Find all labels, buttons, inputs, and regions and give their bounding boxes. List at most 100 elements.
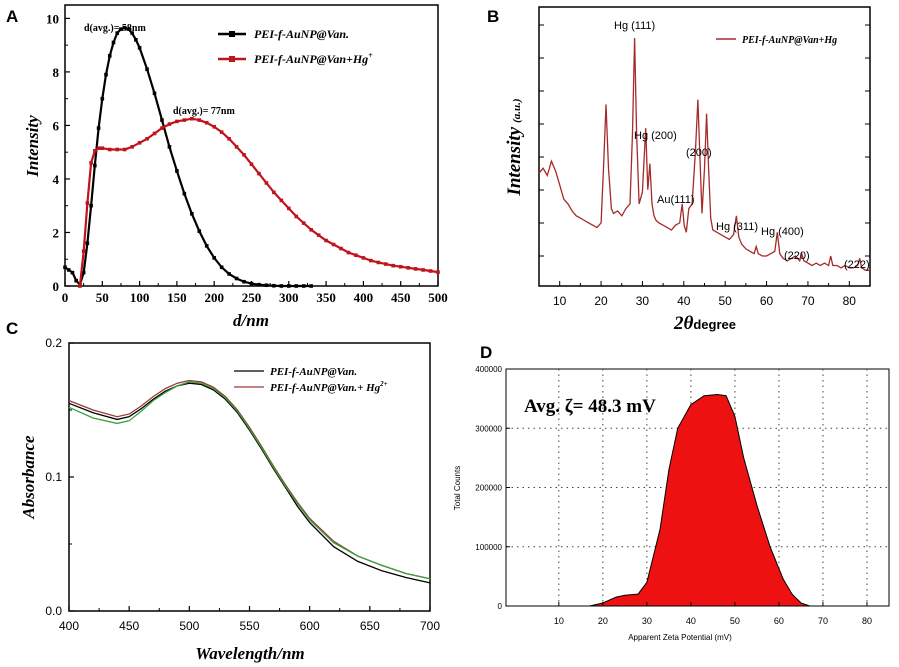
panel-a-point	[294, 214, 299, 219]
panel-a-point	[197, 118, 202, 122]
panel-c-spectrum-3	[68, 381, 431, 580]
panel-a-point	[316, 233, 321, 237]
panel-a-point	[369, 258, 373, 263]
panel-a-point	[107, 54, 112, 58]
panel-label-b: B	[487, 7, 499, 26]
panel-a-point	[152, 131, 157, 136]
panel-c-xtick-label: 550	[239, 619, 259, 633]
panel-a-xtick-label: 400	[354, 290, 374, 305]
panel-a-dls-chart: 0 50 100 150 200 250 300 350 400 450 500 0 2 4 6 8 10 d…	[23, 4, 448, 330]
panel-a-point	[85, 201, 90, 205]
panel-a-point	[63, 265, 67, 270]
panel-c-spectrum-1	[68, 382, 431, 584]
panel-a-point	[249, 281, 254, 286]
panel-a-ytick-label: 6	[53, 118, 60, 133]
panel-a-point	[346, 250, 351, 255]
panel-a-ylabel: Intensity	[23, 115, 42, 178]
panel-a-point	[204, 244, 209, 248]
panel-b-xlabel: 2θdegree	[673, 313, 736, 334]
panel-a-point	[219, 265, 224, 270]
panel-a-point	[175, 119, 179, 124]
panel-a-point	[249, 162, 254, 167]
panel-b-xtick-label: 30	[636, 294, 650, 308]
panel-b-xtick-label: 20	[594, 294, 608, 308]
panel-d-zeta-chart: 10 20 30 40 50 60 70 80 0 100000 200000 300000 4000…	[453, 365, 890, 642]
panel-a-series-line-2	[78, 117, 439, 287]
panel-a-ytick-label: 4	[53, 172, 60, 187]
panel-d-ytick-label: 200000	[475, 484, 502, 493]
peak-label-222: (222)	[844, 259, 870, 271]
panel-d-xtick-label: 20	[598, 616, 608, 626]
legend-c-label-2-sup: 2+	[379, 380, 388, 388]
panel-d-ytick-label: 300000	[475, 424, 502, 433]
panel-b-xrd-chart: 10 20 30 40 50 60 70 80 PEI-f-AuNP@Van+Hg Hg (1…	[504, 6, 871, 334]
panel-a-point	[406, 266, 410, 270]
panel-b-xtick-label: 40	[677, 294, 691, 308]
panel-a-point	[391, 263, 396, 268]
panel-a-point	[115, 31, 120, 35]
panel-b-xtick-label: 60	[760, 294, 774, 308]
panel-d-xtick-label: 60	[774, 616, 784, 626]
panel-a-point	[279, 198, 284, 203]
panel-a-point	[279, 284, 284, 288]
panel-a-point	[190, 211, 194, 216]
panel-a-point	[96, 146, 101, 150]
panel-a-point	[160, 126, 164, 130]
panel-a-point	[421, 268, 425, 272]
panel-b-xtick-label: 50	[719, 294, 733, 308]
panel-a-point	[107, 147, 112, 152]
panel-a-point	[227, 137, 231, 141]
panel-a-point	[212, 256, 216, 260]
panel-a-point	[85, 241, 90, 245]
panel-a-point	[272, 190, 276, 195]
panel-c-xtick-label: 650	[360, 619, 380, 633]
panel-a-point	[436, 270, 440, 274]
panel-c-spectrum-2	[68, 379, 431, 580]
panel-c-xtick-label: 700	[420, 619, 440, 633]
panel-a-point	[309, 284, 313, 288]
panel-a-point	[257, 171, 261, 176]
peak-label-200: (200)	[686, 147, 712, 159]
panel-a-point	[204, 120, 209, 125]
panel-d-ytick-label: 100000	[475, 543, 502, 552]
panel-a-point	[354, 253, 358, 258]
panel-a-point	[182, 191, 187, 196]
panel-a-point	[234, 145, 239, 149]
panel-a-point	[167, 145, 172, 149]
panel-a-point	[81, 249, 86, 254]
panel-a-point	[309, 228, 313, 232]
panel-a-point	[212, 124, 216, 129]
panel-a-ytick-label: 10	[46, 11, 59, 26]
panel-d-xtick-label: 30	[642, 616, 652, 626]
peak-label-hg-111: Hg (111)	[614, 20, 655, 32]
panel-a-point	[145, 67, 149, 72]
panel-c-ytick-label: 0.0	[45, 604, 62, 618]
panel-c-xlabel: Wavelength/nm	[195, 644, 304, 663]
panel-a-ytick-label: 0	[53, 279, 60, 294]
panel-a-point	[122, 147, 127, 152]
panel-a-point	[89, 203, 93, 208]
panel-c-ytick-label: 0.1	[45, 470, 62, 484]
panel-b-ylabel: Intensity(a.u.)	[504, 98, 525, 196]
panel-a-point	[272, 283, 276, 288]
panel-a-point	[242, 153, 246, 157]
panel-a-point	[137, 141, 142, 145]
panel-a-xtick-label: 200	[204, 290, 224, 305]
panel-a-point	[130, 31, 134, 35]
panel-a-point	[93, 149, 97, 153]
peak-label-hg-400: Hg (400)	[761, 226, 804, 238]
panel-d-ylabel: Total Counts	[453, 466, 462, 510]
panel-a-point	[190, 116, 194, 121]
panel-d-xtick-label: 80	[862, 616, 872, 626]
panel-a-point	[115, 147, 120, 152]
panel-a-point	[264, 283, 269, 287]
panel-a-annotation-2: d(avg.)= 77nm	[173, 106, 235, 117]
panel-c-xtick-label: 500	[179, 619, 199, 633]
panel-d-xtick-label: 70	[818, 616, 828, 626]
panel-a-point	[197, 229, 202, 233]
panel-c-xtick-label: 400	[59, 619, 79, 633]
panel-a-xtick-label: 300	[279, 290, 299, 305]
panel-a-point	[122, 25, 127, 30]
panel-a-point	[301, 221, 306, 225]
